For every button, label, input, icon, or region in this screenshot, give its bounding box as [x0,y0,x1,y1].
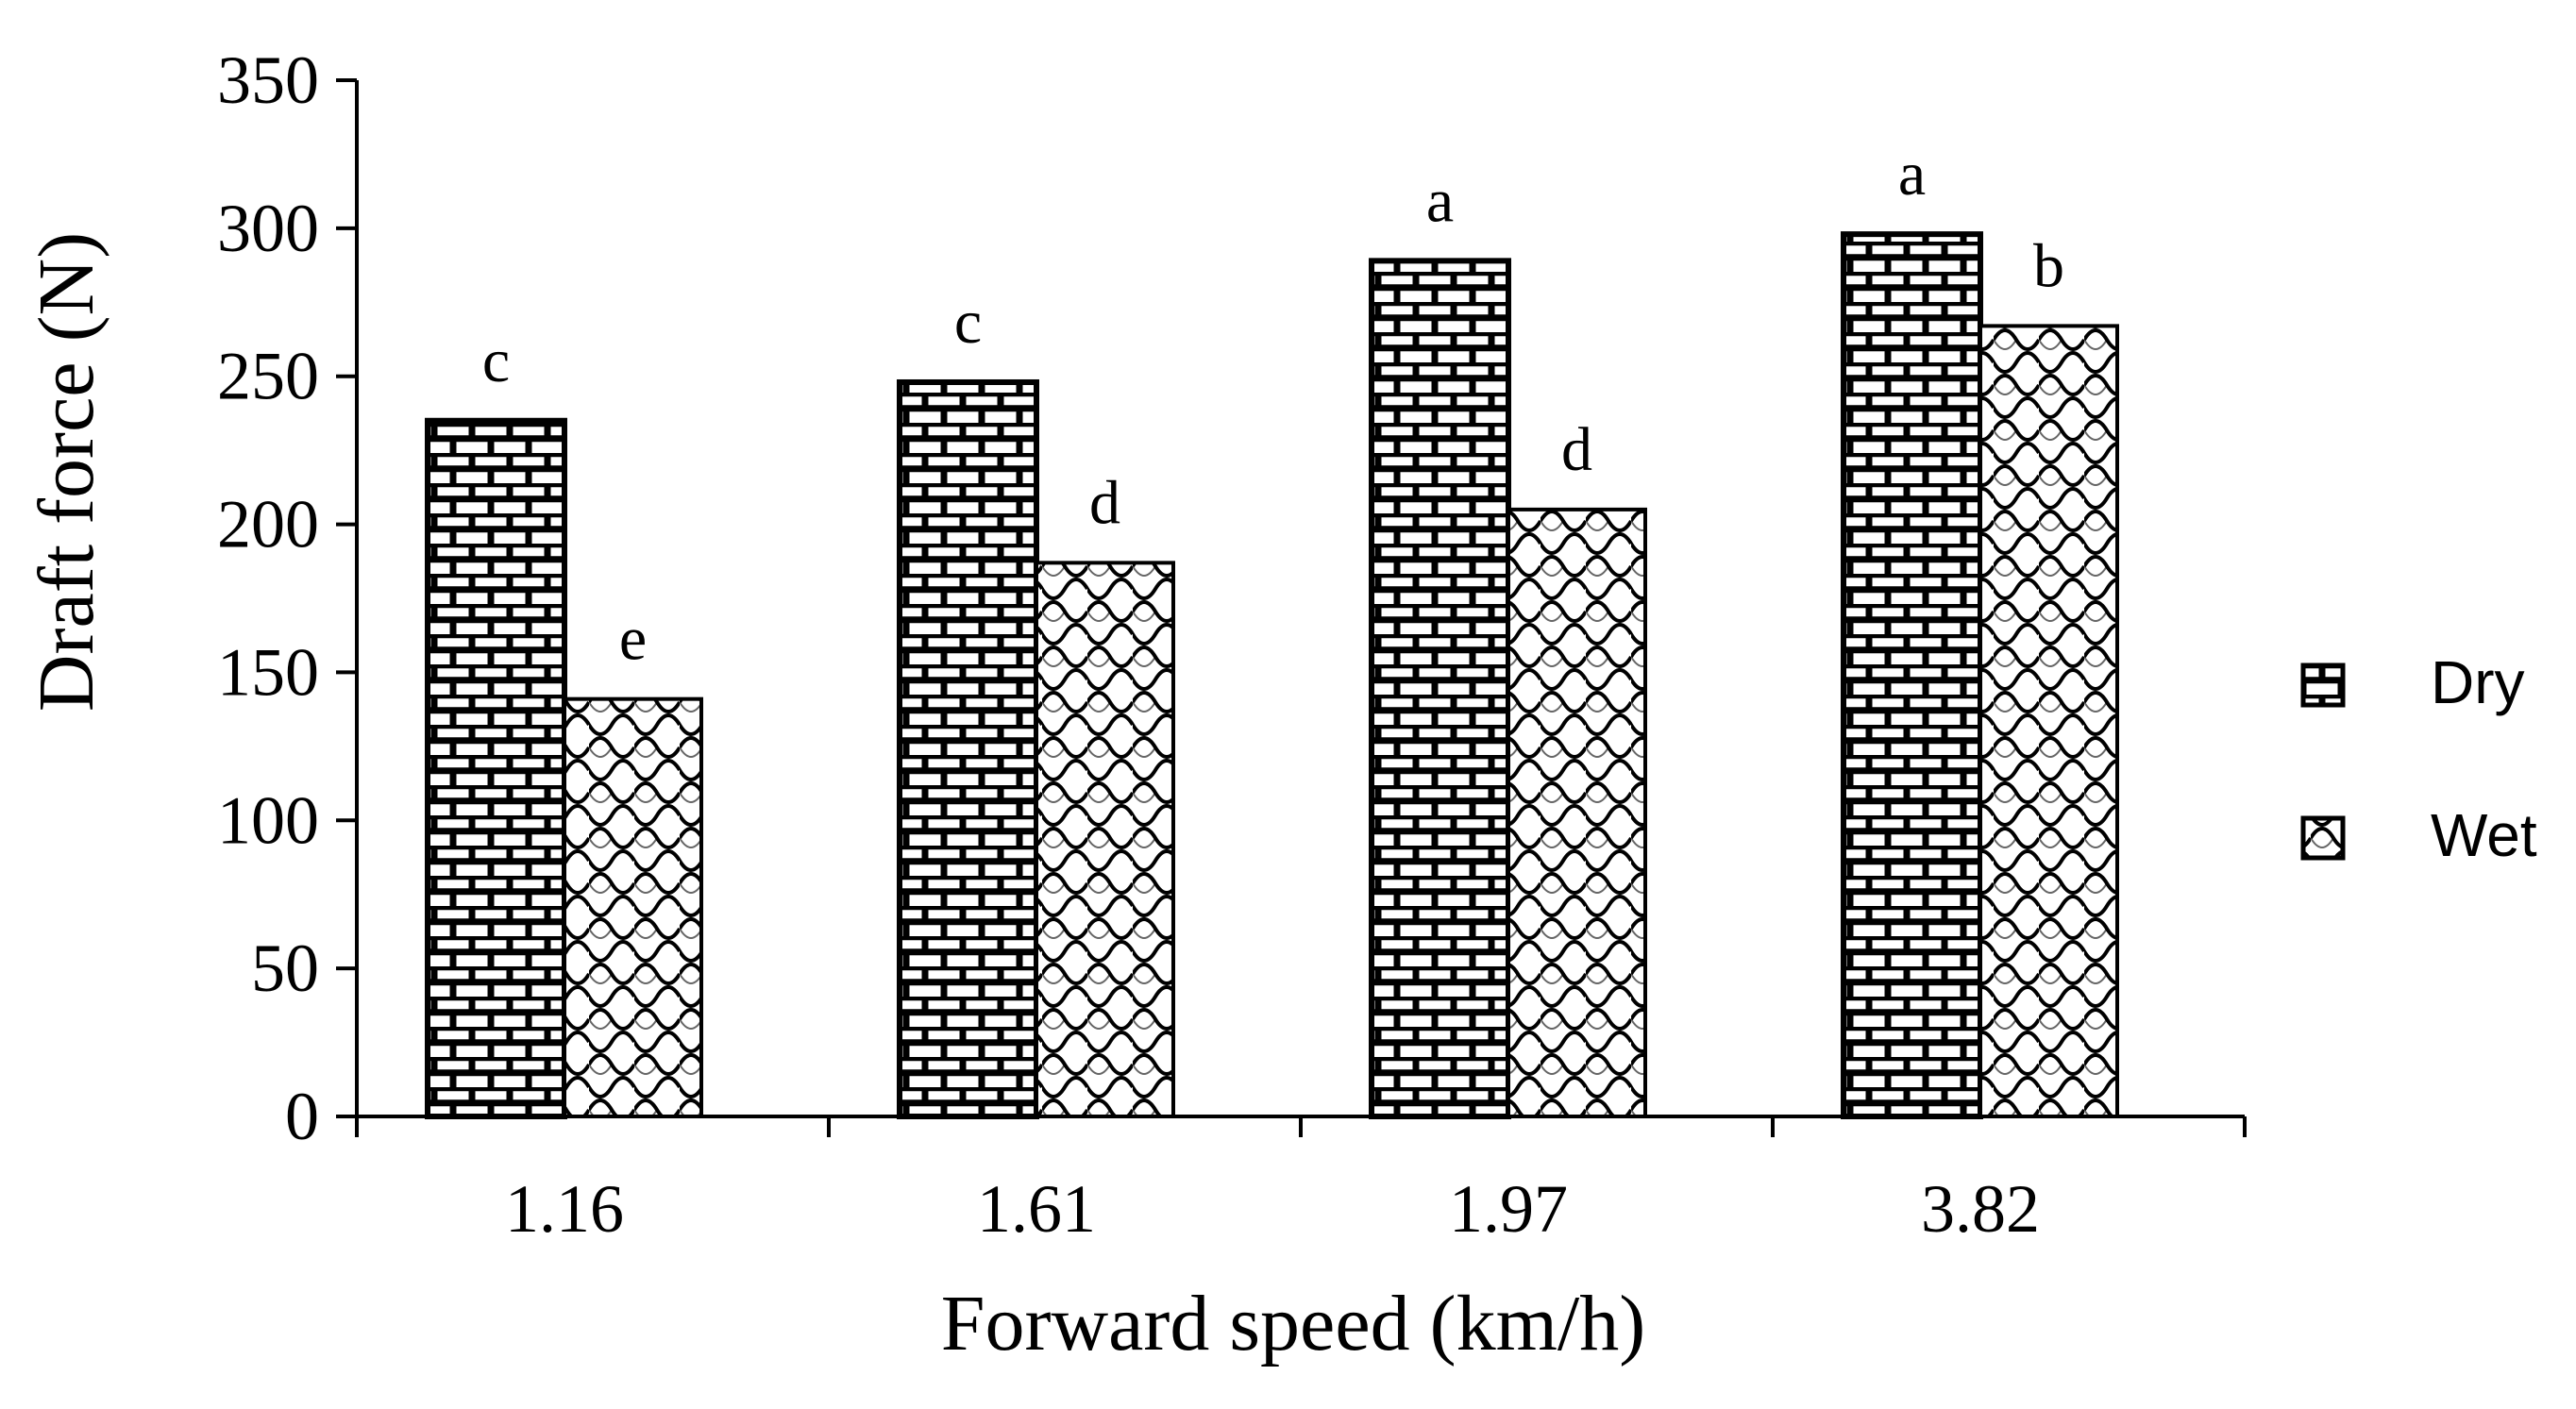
significance-label: d [1561,415,1592,484]
bars-group [425,231,2119,1120]
y-tick-label: 350 [217,42,319,118]
bar-dry-3.82 [1841,231,1983,1120]
bar-wet-1.97 [1507,507,1647,1118]
significance-label: c [954,288,982,357]
y-tick-label: 200 [217,487,319,562]
significance-label: c [482,327,510,395]
legend-label-wet: Wet [2431,801,2537,869]
y-tick-label: 100 [217,782,319,858]
significance-label: a [1426,166,1454,235]
x-category-label: 1.97 [1449,1171,1568,1247]
legend-label-dry: Dry [2431,648,2525,716]
significance-label: b [2033,231,2064,300]
significance-label: e [619,605,647,674]
y-tick-label: 300 [217,191,319,266]
bar-dry-1.97 [1369,258,1511,1119]
x-category-label: 3.82 [1921,1171,2040,1247]
significance-label: a [1898,140,1926,209]
bar-wet-1.61 [1035,561,1175,1118]
bar-wet-1.16 [563,696,703,1118]
y-axis-title: Draft force (N) [23,232,110,712]
x-category-label: 1.16 [505,1171,624,1247]
y-tick-label: 50 [251,931,319,1006]
x-axis: 1.16 1.61 1.97 3.82 [355,1115,2247,1247]
bar-dry-1.61 [897,378,1039,1119]
y-tick-label: 0 [285,1079,319,1154]
y-tick-label: 250 [217,339,319,414]
x-category-label: 1.61 [977,1171,1096,1247]
bar-dry-1.16 [425,417,567,1119]
x-axis-title: Forward speed (km/h) [941,1280,1645,1367]
legend-swatch-wet [2300,815,2346,861]
significance-labels: c e c d a d a b [482,140,2064,674]
legend: Dry Wet [2300,648,2537,869]
bar-wet-3.82 [1978,324,2119,1118]
significance-label: d [1089,468,1120,537]
legend-swatch-dry [2300,663,2346,708]
y-axis: 0 50 100 150 200 250 300 350 [217,42,359,1154]
y-tick-label: 150 [217,634,319,710]
